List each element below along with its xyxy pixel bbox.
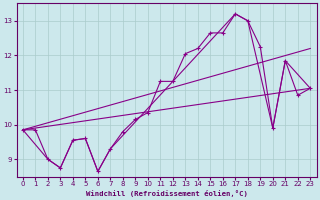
X-axis label: Windchill (Refroidissement éolien,°C): Windchill (Refroidissement éolien,°C) — [86, 190, 248, 197]
